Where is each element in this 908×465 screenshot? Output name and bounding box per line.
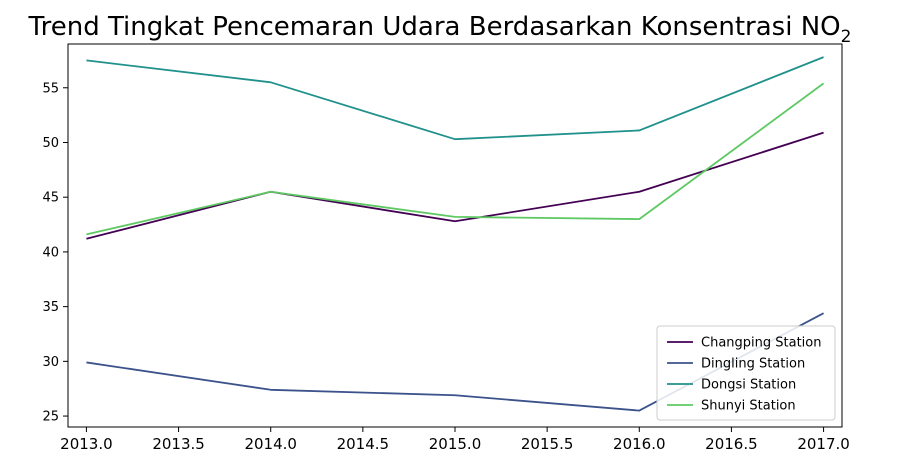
x-axis-ticks: 2013.0 2013.5 2014.0 2014.5 2015.0 2015.5 2016… [60, 427, 850, 453]
y-tick-label: 55 [42, 81, 59, 96]
y-tick-label: 30 [42, 355, 59, 370]
y-tick-label: 45 [42, 191, 59, 206]
legend-label: Dingling Station [701, 357, 805, 372]
x-tick-label: 2014.0 [244, 435, 297, 453]
chart-title-main: Trend Tingkat Pencemaran Udara Berdasark… [28, 12, 841, 42]
series-lines [86, 56, 825, 412]
legend-label: Dongsi Station [701, 378, 796, 393]
y-tick-label: 35 [42, 300, 59, 315]
legend-label: Shunyi Station [701, 399, 796, 414]
legend-box [656, 325, 836, 421]
x-tick-label: 2016.5 [705, 435, 758, 453]
legend-label: Changping Station [701, 336, 821, 351]
x-tick-label: 2015.0 [429, 435, 482, 453]
series-line-2 [86, 56, 824, 141]
series-line-0 [86, 131, 824, 240]
x-tick-label: 2014.5 [337, 435, 390, 453]
chart-title: Trend Tingkat Pencemaran Udara Berdasark… [28, 12, 852, 47]
y-tick-label: 25 [42, 410, 59, 425]
y-axis-ticks: 25 30 35 40 45 50 55 [42, 81, 68, 425]
y-tick-label: 50 [42, 136, 59, 151]
series-line-3 [86, 82, 825, 236]
y-tick-label: 40 [42, 245, 59, 260]
legend: Changping Station Dingling Station Dongsi … [656, 325, 836, 421]
x-tick-label: 2013.5 [152, 435, 205, 453]
chart-title-subscript: 2 [841, 27, 852, 47]
x-tick-label: 2017.0 [797, 435, 850, 453]
x-tick-label: 2016.0 [613, 435, 666, 453]
x-tick-label: 2015.5 [521, 435, 574, 453]
x-tick-label: 2013.0 [60, 435, 113, 453]
